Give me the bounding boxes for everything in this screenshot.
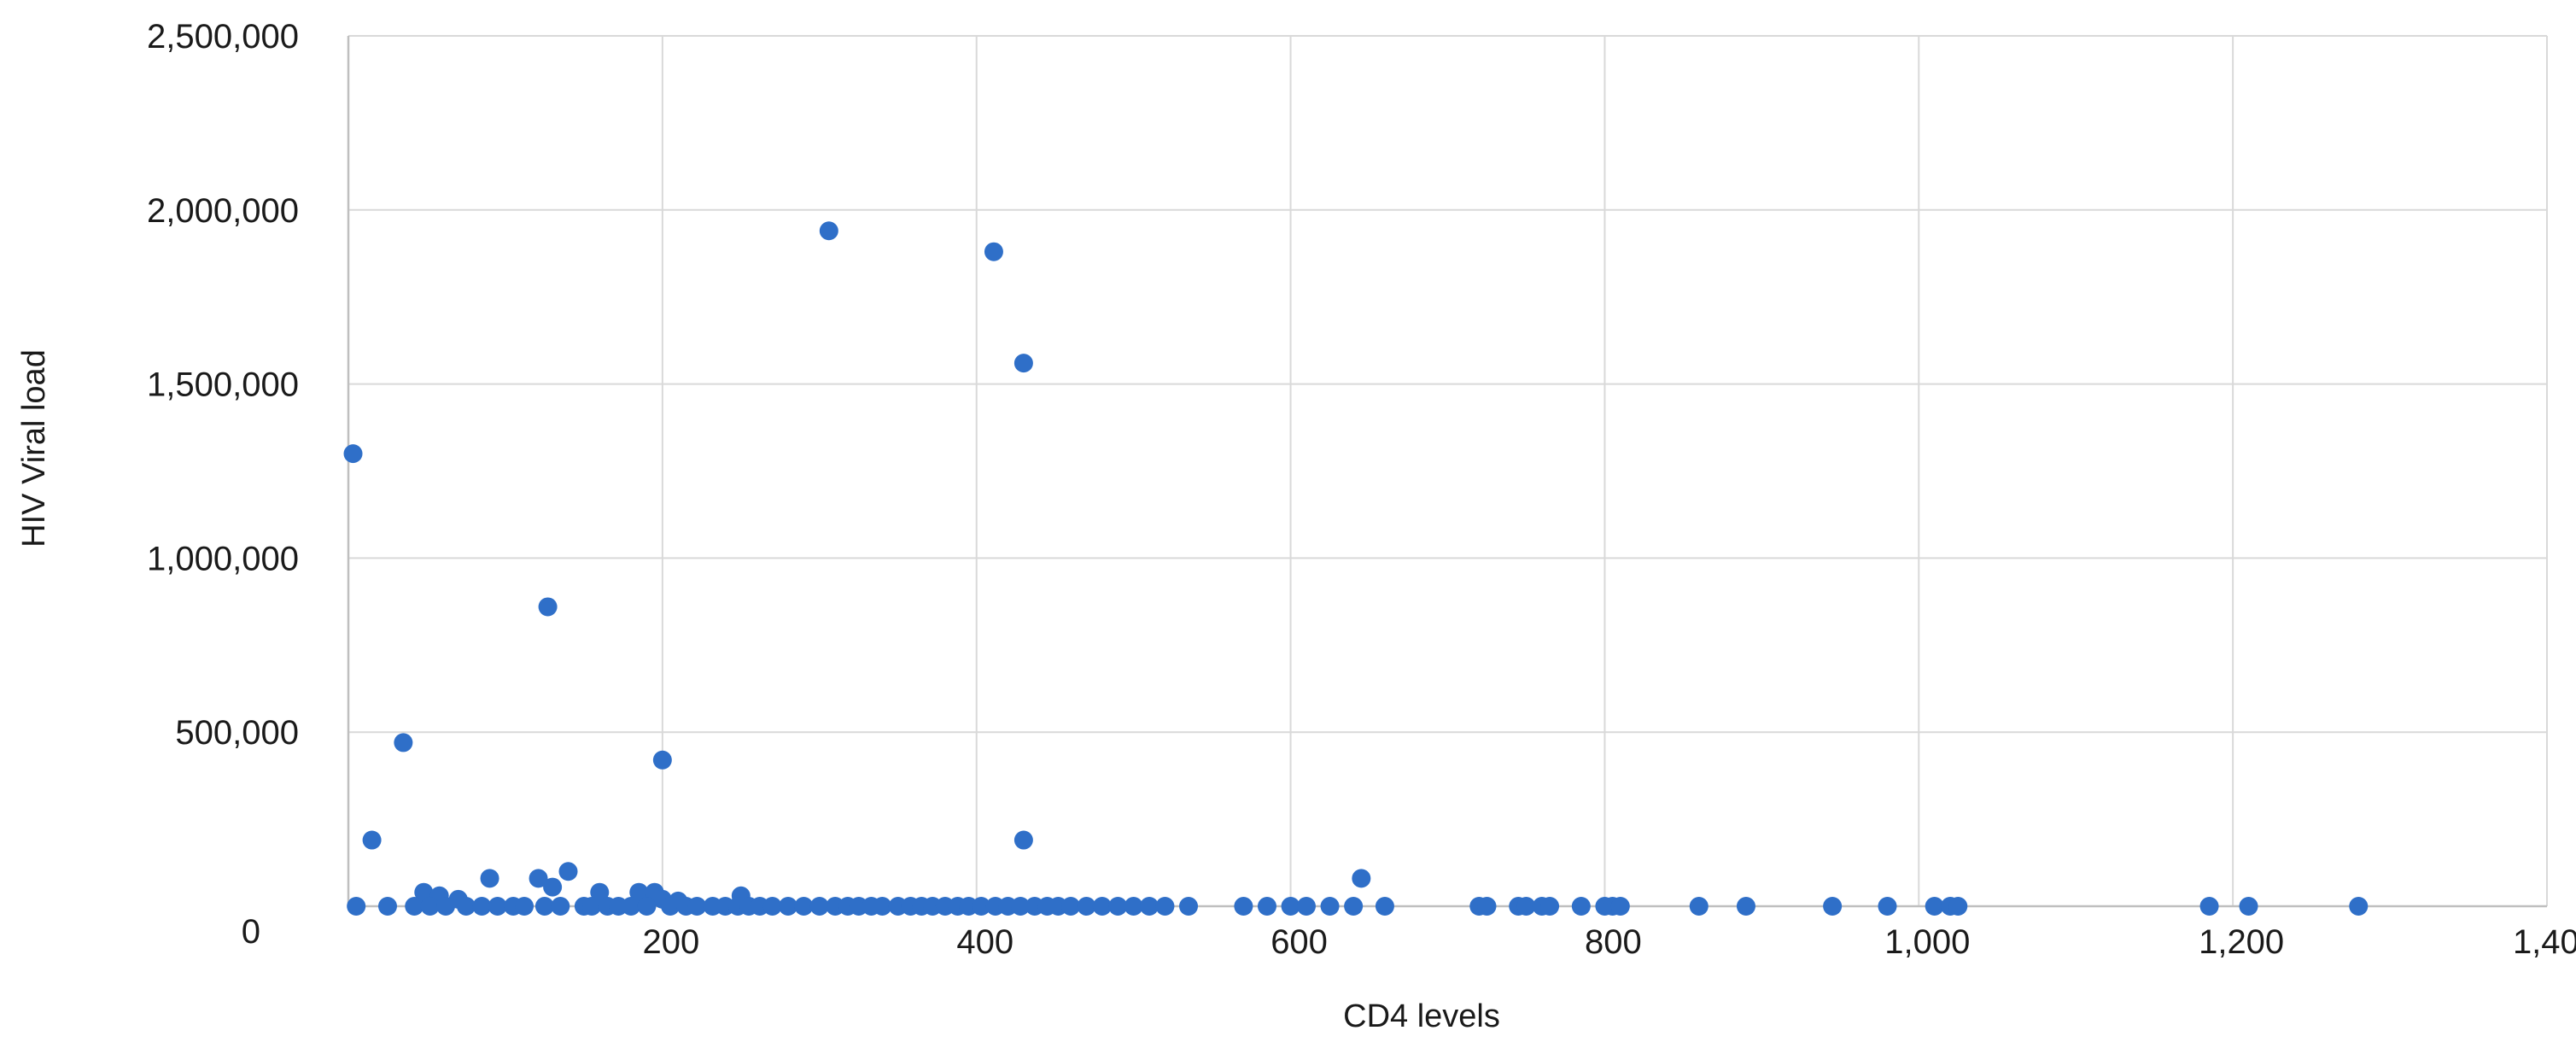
- data-points: [343, 221, 2369, 916]
- data-point: [809, 897, 829, 916]
- data-point: [472, 897, 492, 916]
- data-point: [488, 897, 507, 916]
- data-point: [538, 597, 558, 617]
- y-tick-label: 500,000: [175, 714, 299, 752]
- data-point: [762, 897, 782, 916]
- data-point: [1516, 897, 1536, 916]
- data-point: [456, 897, 476, 916]
- data-point: [873, 897, 892, 916]
- data-point: [534, 897, 554, 916]
- data-point: [394, 733, 413, 752]
- gridlines: [348, 35, 2548, 906]
- data-point: [582, 897, 602, 916]
- data-point: [2349, 897, 2369, 916]
- data-point: [362, 830, 382, 850]
- tick-labels: 0 500,000 1,000,000 1,500,000 2,000,000 2,500…: [147, 18, 2576, 961]
- data-point: [972, 897, 991, 916]
- x-tick-label: 1,000: [1884, 923, 1970, 961]
- y-tick-label: 1,500,000: [147, 366, 299, 404]
- data-point: [515, 897, 534, 916]
- data-point: [2199, 897, 2219, 916]
- data-point: [1155, 897, 1175, 916]
- y-tick-label: 2,000,000: [147, 192, 299, 230]
- x-tick-label: 200: [642, 923, 699, 961]
- data-point: [1823, 897, 1843, 916]
- data-point: [1281, 897, 1300, 916]
- axes: [347, 36, 2547, 908]
- data-point: [1352, 869, 1371, 888]
- data-point: [1320, 897, 1340, 916]
- data-point: [1140, 897, 1159, 916]
- data-point: [436, 897, 456, 916]
- data-point: [2239, 897, 2258, 916]
- data-point: [558, 862, 578, 881]
- data-point: [1878, 897, 1897, 916]
- data-point: [551, 897, 570, 916]
- data-point: [1013, 830, 1033, 850]
- data-point: [1296, 897, 1316, 916]
- y-tick-label: 2,500,000: [147, 18, 299, 56]
- data-point: [1925, 897, 1944, 916]
- y-tick-label: 0: [242, 913, 260, 951]
- data-point: [1234, 897, 1253, 916]
- data-point: [629, 882, 649, 902]
- x-tick-label: 1,400: [2513, 923, 2576, 961]
- data-point: [1257, 897, 1276, 916]
- y-axis-title: HIV Viral load: [16, 349, 52, 547]
- data-point: [1948, 897, 1968, 916]
- data-point: [1124, 897, 1143, 916]
- data-point: [819, 221, 838, 241]
- data-point: [661, 897, 681, 916]
- data-point: [652, 750, 672, 770]
- data-point: [687, 897, 707, 916]
- data-point: [637, 897, 657, 916]
- data-point: [1344, 897, 1364, 916]
- data-point: [543, 877, 563, 897]
- data-point: [347, 897, 366, 916]
- data-point: [1540, 897, 1560, 916]
- data-point: [377, 897, 397, 916]
- data-point: [622, 897, 641, 916]
- data-point: [794, 897, 814, 916]
- x-tick-label: 1,200: [2199, 923, 2284, 961]
- data-point: [1610, 897, 1630, 916]
- data-point: [420, 897, 440, 916]
- data-point: [405, 897, 424, 916]
- data-point: [529, 869, 548, 888]
- x-tick-label: 800: [1585, 923, 1642, 961]
- data-point: [1477, 897, 1497, 916]
- y-tick-label: 1,000,000: [147, 540, 299, 577]
- x-tick-label: 600: [1270, 923, 1328, 961]
- data-point: [779, 897, 797, 916]
- data-point: [480, 869, 499, 888]
- data-point: [1108, 897, 1128, 916]
- data-point: [1689, 897, 1709, 916]
- data-point: [1092, 897, 1112, 916]
- data-point: [1013, 354, 1033, 373]
- data-point: [984, 242, 1003, 261]
- data-point: [1571, 897, 1591, 916]
- data-point: [1061, 897, 1081, 916]
- data-point: [590, 882, 610, 902]
- data-point: [1375, 897, 1394, 916]
- data-point: [343, 444, 363, 464]
- x-axis-title: CD4 levels: [1343, 998, 1500, 1034]
- data-point: [1179, 897, 1199, 916]
- x-tick-label: 400: [956, 923, 1013, 961]
- data-point: [1011, 897, 1031, 916]
- data-point: [1077, 897, 1096, 916]
- data-point: [1736, 897, 1755, 916]
